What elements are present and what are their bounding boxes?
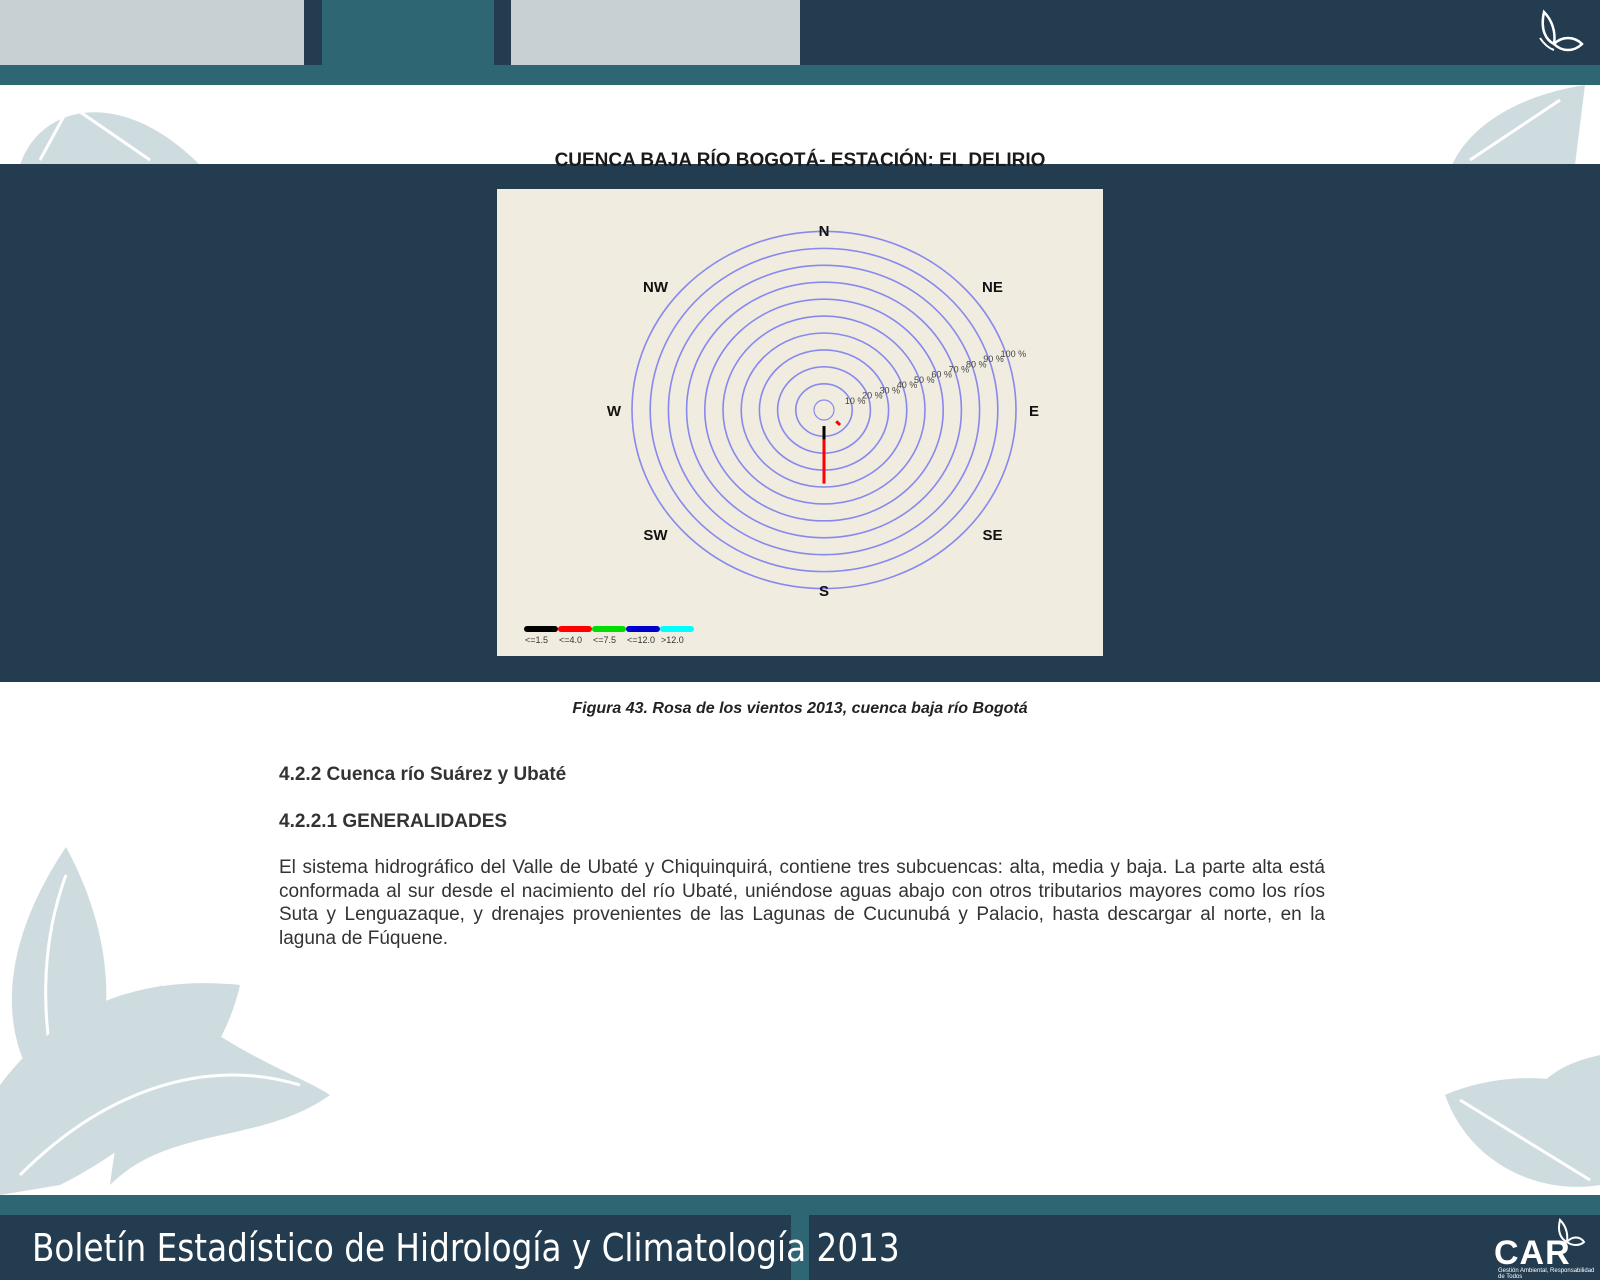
direction-label: NW: [643, 279, 669, 296]
rose-ring: [649, 247, 999, 573]
legend-swatch: [558, 626, 592, 632]
direction-label: N: [819, 223, 830, 240]
figure-caption: Figura 43. Rosa de los vientos 2013, cue…: [572, 700, 1028, 717]
legend-swatch: [592, 626, 626, 632]
ring-label: 90 %: [983, 354, 1004, 364]
legend-label: >12.0: [661, 635, 684, 645]
direction-label: SE: [982, 527, 1002, 544]
footer-separator: [791, 1215, 809, 1280]
ring-label: 80 %: [966, 359, 987, 369]
header-tab: [0, 0, 304, 65]
ring-label: 50 %: [914, 375, 935, 385]
car-logo-subtext: Gestión Ambiental, Responsabilidad de To…: [1498, 1268, 1595, 1280]
direction-label: S: [819, 583, 829, 600]
footer-butterfly-icon: [1557, 1218, 1586, 1246]
footer-stripe: [0, 1195, 1600, 1215]
direction-label: E: [1029, 403, 1039, 420]
figure-title: CUENCA BAJA RÍO BOGOTÁ- ESTACIÓN: EL DEL…: [554, 150, 1046, 171]
legend-label: <=4.0: [559, 635, 582, 645]
ring-label: 20 %: [862, 391, 883, 401]
legend-swatch: [660, 626, 694, 632]
rose-ring: [740, 332, 908, 488]
ring-label: 10 %: [845, 396, 866, 406]
ring-label: 70 %: [949, 365, 970, 375]
wind-rose-svg: 10 %20 %30 %40 %50 %60 %70 %80 %90 %100 …: [524, 223, 1039, 645]
legend-label: <=12.0: [627, 635, 655, 645]
rose-ring: [631, 230, 1017, 590]
header-tab: [322, 0, 494, 65]
section-heading: 4.2.2 Cuenca río Suárez y Ubaté: [279, 764, 567, 785]
section-subheading: 4.2.2.1 GENERALIDADES: [279, 811, 508, 832]
rose-ring: [667, 264, 981, 556]
butterfly-logo-icon: [1539, 9, 1584, 52]
header-tab: [511, 0, 800, 65]
direction-label: W: [607, 403, 622, 420]
rose-ring: [722, 315, 926, 505]
background-leaves-icon: [0, 85, 1600, 1195]
ring-label: 100 %: [1001, 349, 1027, 359]
section-paragraph: El sistema hidrográfico del Valle de Uba…: [279, 857, 1325, 949]
rose-ring: [704, 298, 944, 522]
legend-label: <=1.5: [525, 635, 548, 645]
wind-rose-chart: 10 % 20 % 30 % 40 % 50 % 60 % 70 % 80 % 90 % 100 …: [497, 189, 1103, 656]
footer-title: Boletín Estadístico de Hidrología y Clim…: [32, 1226, 900, 1270]
rose-ring: [685, 281, 963, 539]
ring-label: 30 %: [879, 385, 900, 395]
petal-segment: [835, 420, 842, 427]
ring-label: 40 %: [897, 380, 918, 390]
legend-swatch: [524, 626, 558, 632]
header-stripe: [0, 65, 1600, 85]
legend-label: <=7.5: [593, 635, 616, 645]
rose-center-ring: [813, 399, 835, 421]
ring-label: 60 %: [931, 370, 952, 380]
car-logo: CAR: [1494, 1234, 1571, 1272]
legend-swatch: [626, 626, 660, 632]
direction-label: SW: [643, 527, 668, 544]
direction-label: NE: [982, 279, 1003, 296]
